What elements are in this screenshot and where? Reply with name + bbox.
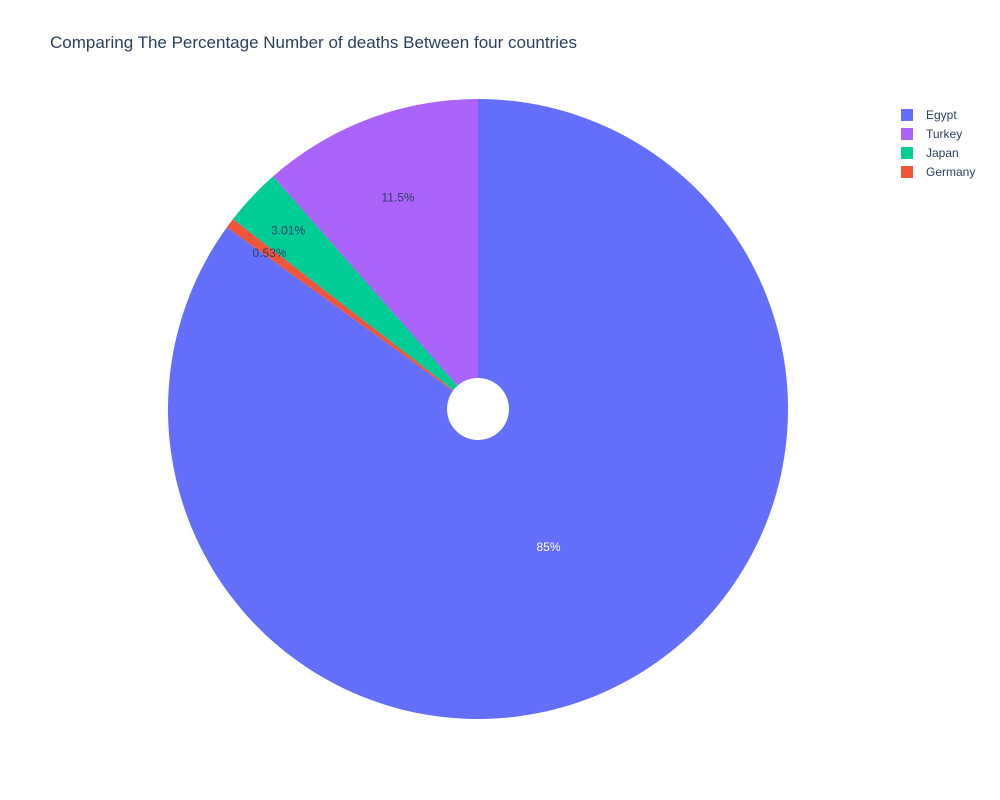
slice-label-turkey: 11.5% <box>381 190 414 204</box>
slice-label-germany: 0.53% <box>253 246 287 260</box>
legend-swatch-egypt <box>901 108 913 121</box>
pie-labels: 85% 0.53% 3.01% 11.5% <box>253 190 561 554</box>
slice-label-japan: 3.01% <box>271 224 305 238</box>
legend-item-germany[interactable]: Germany <box>896 162 996 181</box>
legend-swatch-germany <box>901 165 913 178</box>
legend-label-germany: Germany <box>926 164 976 179</box>
pie-slice-japan[interactable] <box>233 176 458 391</box>
legend-swatch-turkey <box>901 127 913 140</box>
pie-slice-egypt[interactable] <box>167 99 788 719</box>
legend-label-turkey: Turkey <box>926 126 963 141</box>
legend-item-japan[interactable]: Japan <box>896 143 996 162</box>
legend-item-turkey[interactable]: Turkey <box>896 124 996 143</box>
legend-item-egypt[interactable]: Egypt <box>896 105 996 124</box>
pie-slice-germany[interactable] <box>226 219 454 391</box>
legend: Egypt Turkey Japan Germany <box>896 105 996 181</box>
legend-label-egypt: Egypt <box>926 107 957 122</box>
legend-swatch-japan <box>901 146 913 159</box>
legend-label-japan: Japan <box>926 145 959 160</box>
chart-title: Comparing The Percentage Number of death… <box>50 33 577 52</box>
pie-slices <box>167 98 788 719</box>
slice-label-egypt: 85% <box>537 540 561 554</box>
pie-slice-turkey[interactable] <box>273 98 478 386</box>
